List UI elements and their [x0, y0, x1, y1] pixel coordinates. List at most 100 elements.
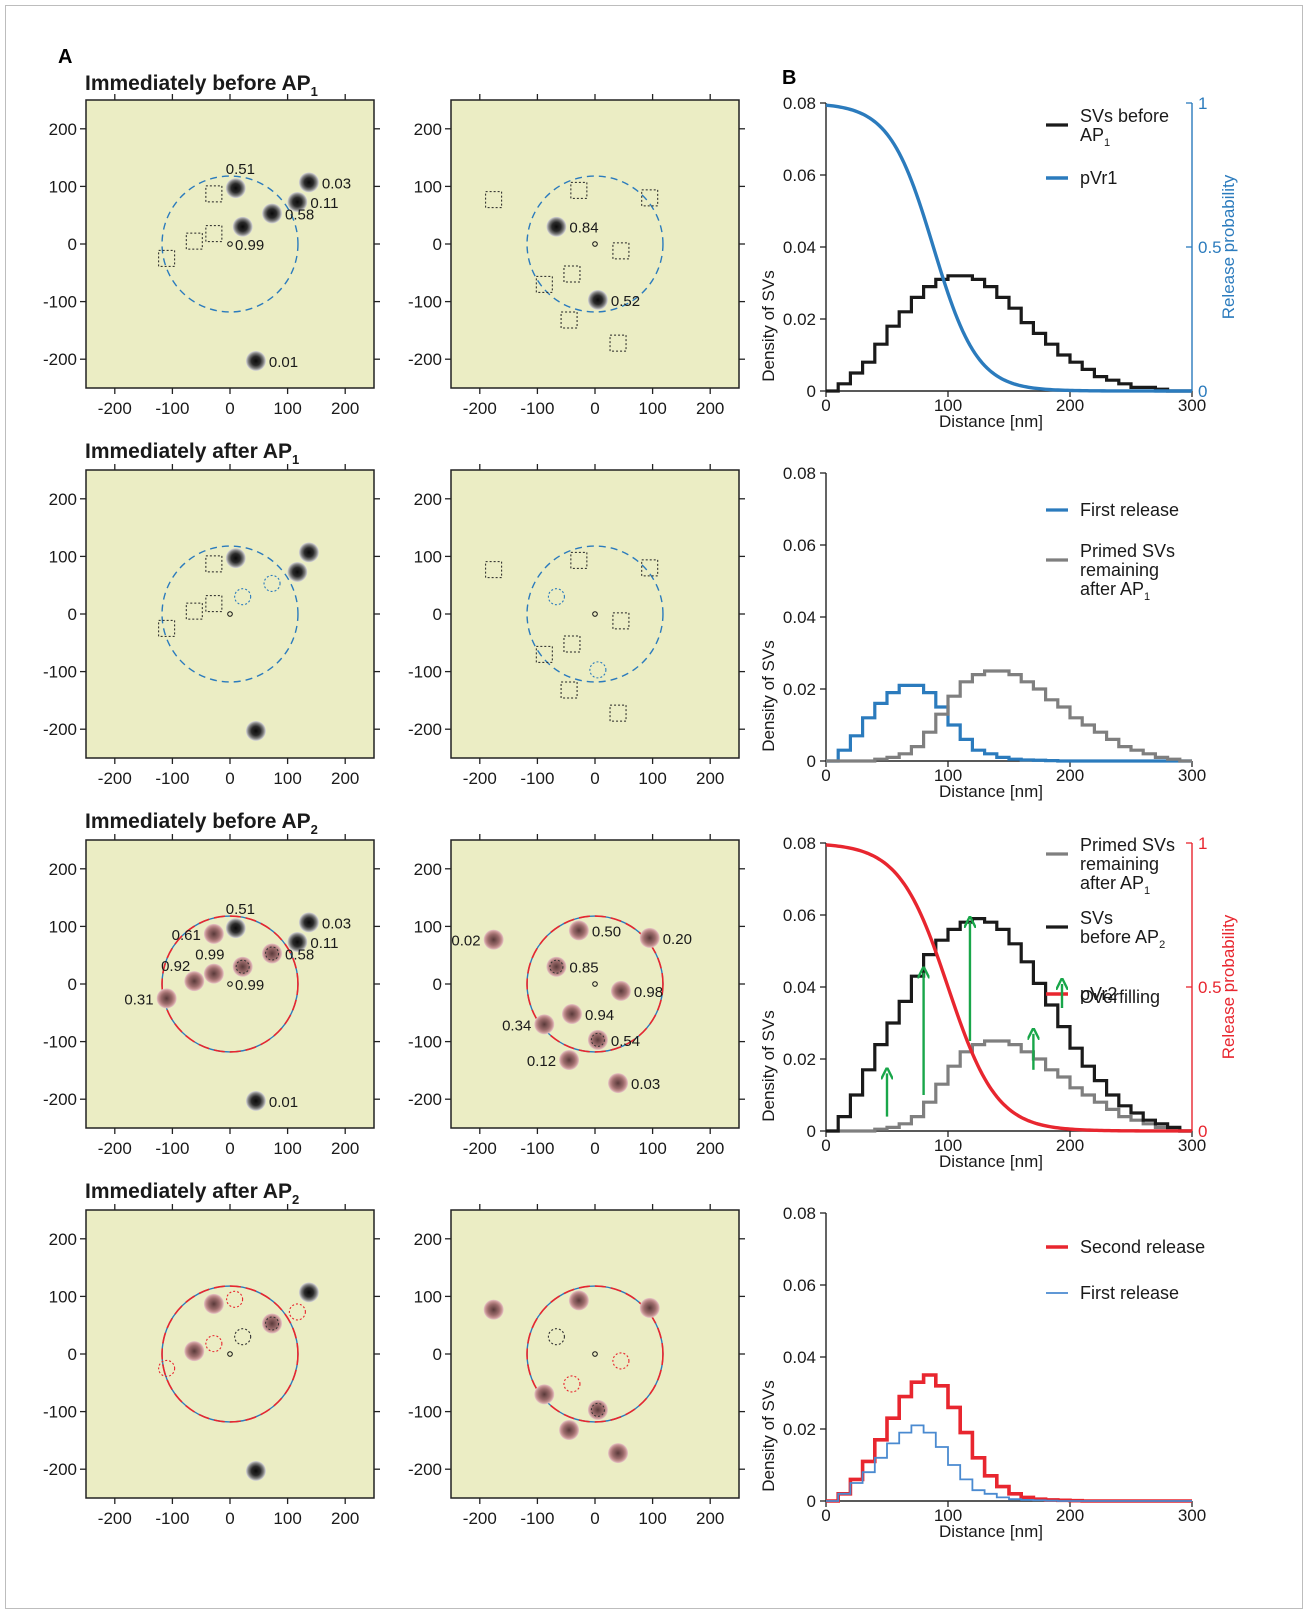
primed-vesicle — [568, 1290, 589, 1311]
x-tick-label: 0 — [225, 399, 234, 418]
release-probability-label: 0.61 — [172, 927, 201, 944]
refilled-site-ring — [235, 959, 250, 974]
release-radius-circle — [161, 545, 299, 683]
refilled-site-ring — [590, 1402, 605, 1417]
x-tick-label: 100 — [273, 399, 301, 418]
legend-label: before AP2 — [1080, 927, 1165, 951]
calcium-channel-center — [592, 241, 598, 247]
y-tick-label: 100 — [414, 1287, 442, 1306]
legend-label-subscript: 1 — [1144, 885, 1150, 897]
y-tick-label: 0.02 — [783, 1050, 816, 1069]
x-tick-label: 200 — [696, 1509, 724, 1528]
panel-label-a: A — [58, 46, 72, 68]
x-tick-label: 0 — [590, 1509, 599, 1528]
released-site-circle — [563, 1375, 581, 1393]
primed-vesicle — [184, 1341, 205, 1362]
refilled-site-ring — [265, 946, 280, 961]
legend-label: pVr2 — [1080, 984, 1117, 1004]
x-axis-label: Distance [nm] — [939, 412, 1043, 431]
y-tick-label: 200 — [49, 860, 77, 879]
released-site-circle — [589, 661, 607, 679]
synaptic-vesicle — [298, 912, 319, 933]
y-tick-label: -100 — [43, 1403, 77, 1422]
y-tick-label: 0.08 — [783, 464, 816, 483]
x-tick-label: 200 — [696, 1139, 724, 1158]
sv-map: -200 -100 0 100 200 200 100 0 -100 -200 — [408, 1204, 745, 1528]
legend-label-subscript: 2 — [1159, 939, 1165, 951]
density-chart: 0 0.02 0.04 0.06 0.08 0 100 200 300 Distance [nm]… — [759, 94, 1238, 431]
x-tick-label: 0 — [821, 396, 830, 415]
release-probability-label: 0.34 — [502, 1017, 531, 1034]
row-title: Immediately before AP2 — [85, 810, 318, 837]
synaptic-vesicle — [225, 178, 246, 199]
release-probability-label: 0.51 — [226, 161, 255, 178]
released-site-circle — [612, 1352, 630, 1370]
y-tick-label: 200 — [414, 120, 442, 139]
refilled-site-ring — [265, 1316, 280, 1331]
release-probability-label: 0.58 — [285, 946, 314, 963]
empty-site-square — [205, 185, 223, 203]
calcium-channel-center — [592, 1351, 598, 1357]
release-probability-label: 0.54 — [611, 1033, 640, 1050]
release-probability-label: 0.94 — [585, 1007, 614, 1024]
release-probability-label: 0.85 — [569, 960, 598, 977]
y-tick-label: 200 — [49, 1230, 77, 1249]
y-axis-label: Density of SVs — [759, 1010, 778, 1122]
release-probability-label: 0.58 — [285, 206, 314, 223]
legend-entry: pVr1 — [1046, 168, 1117, 188]
y-tick-label: 100 — [49, 177, 77, 196]
empty-site-square — [535, 275, 553, 293]
map-background — [85, 99, 375, 389]
x-tick-label: -200 — [98, 399, 132, 418]
y-axis-label: Density of SVs — [759, 270, 778, 382]
released-site-circle — [547, 588, 565, 606]
empty-site-square — [609, 334, 627, 352]
synaptic-vesicle — [245, 350, 266, 371]
y-tick-label: 0.06 — [783, 536, 816, 555]
synaptic-vesicle — [232, 216, 253, 237]
legend-label: remaining — [1080, 854, 1159, 874]
center-probability-label: 0.99 — [235, 237, 264, 254]
x-tick-label: 0 — [225, 1139, 234, 1158]
synaptic-vesicle — [262, 203, 283, 224]
release-radius-circle-red — [526, 915, 664, 1053]
x-tick-label: 200 — [1056, 766, 1084, 785]
y-tick-label: 0 — [68, 605, 77, 624]
x-tick-label: -200 — [463, 1509, 497, 1528]
sv-map: -200 -100 0 100 200 200 100 0 -100 -200 — [43, 1204, 380, 1528]
primed-vesicle — [587, 1399, 608, 1420]
y2-tick-label: 1 — [1198, 834, 1207, 853]
x-axis-label: Distance [nm] — [939, 1522, 1043, 1541]
released-site-circle — [234, 1328, 252, 1346]
y-tick-label: 200 — [49, 120, 77, 139]
x-tick-label: 200 — [331, 1509, 359, 1528]
released-site-circle — [226, 1290, 244, 1308]
y-axis-label: Density of SVs — [759, 1380, 778, 1492]
legend-entry: Second release — [1046, 1237, 1205, 1257]
y-tick-label: 0.02 — [783, 310, 816, 329]
series-line — [826, 917, 1192, 1133]
x-tick-label: 0 — [590, 769, 599, 788]
y2-axis-label: Release probability — [1219, 174, 1238, 319]
y-tick-label: 0.06 — [783, 1276, 816, 1295]
x-tick-label: 100 — [934, 1506, 962, 1525]
y2-tick-label: 0.5 — [1198, 238, 1222, 257]
density-chart: 0 0.02 0.04 0.06 0.08 0 100 200 300 Distance [nm]… — [759, 1204, 1206, 1541]
y-tick-label: 0 — [807, 752, 816, 771]
release-probability-label: 0.01 — [269, 354, 298, 371]
legend-entry: pVr2 — [1046, 984, 1117, 1004]
legend-label-subscript: 1 — [1144, 591, 1150, 603]
x-tick-label: 0 — [590, 399, 599, 418]
x-tick-label: 100 — [934, 1136, 962, 1155]
y2-tick-label: 0 — [1198, 382, 1207, 401]
calcium-channel-center — [227, 1351, 233, 1357]
map-background — [450, 839, 740, 1129]
center-probability-label: 0.99 — [235, 977, 264, 994]
release-probability-label: 0.12 — [527, 1053, 556, 1070]
x-tick-label: -100 — [520, 1139, 554, 1158]
release-probability-label: 0.11 — [310, 195, 338, 212]
empty-site-square — [560, 311, 578, 329]
legend-label: after AP1 — [1080, 873, 1150, 897]
